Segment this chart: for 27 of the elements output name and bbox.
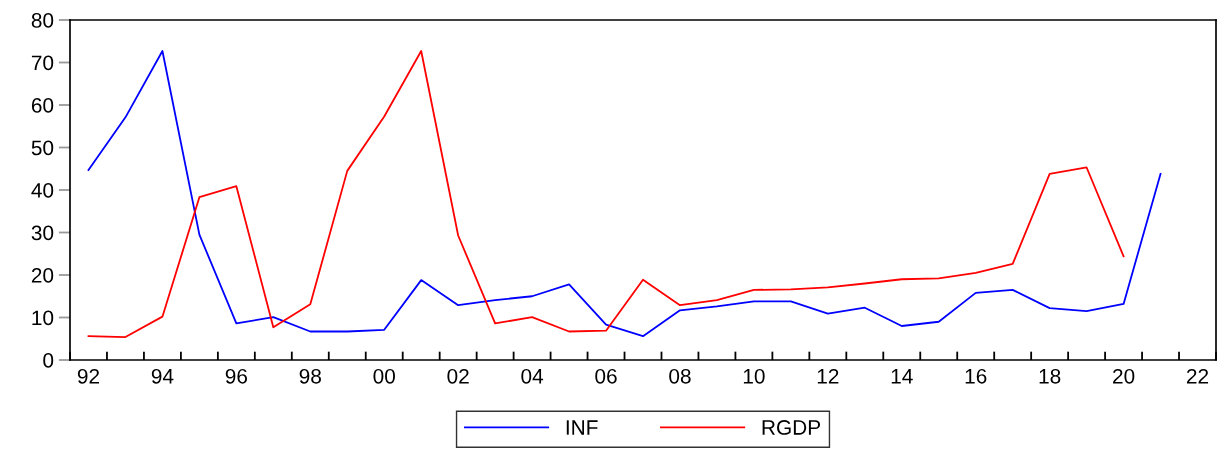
x-tick-label: 02: [447, 368, 469, 384]
x-tick-label: 20: [1113, 368, 1135, 384]
x-tick-label: 12: [817, 368, 839, 384]
x-tick-label: 18: [1039, 368, 1061, 384]
legend-label: RGDP: [762, 420, 821, 435]
y-tick-label: 40: [31, 183, 54, 198]
x-tick-label: 98: [299, 368, 321, 384]
x-tick-label: 10: [743, 368, 765, 384]
x-tick-label: 16: [965, 368, 987, 384]
x-tick-label: 00: [373, 368, 395, 384]
x-tick-label: 08: [669, 368, 691, 384]
legend-label: INF: [566, 420, 598, 435]
y-tick-label: 20: [31, 268, 54, 283]
y-tick-label: 30: [31, 225, 54, 241]
x-tick-label: 04: [521, 368, 544, 384]
y-tick-label: 10: [32, 310, 54, 326]
x-tick-label: 92: [77, 368, 100, 384]
y-tick-label: 70: [31, 55, 54, 71]
x-tick-label: 06: [595, 368, 617, 384]
y-tick-label: 80: [31, 13, 54, 28]
y-tick-label: 0: [43, 353, 54, 368]
y-tick-label: 60: [31, 98, 54, 113]
y-tick-label: 50: [31, 140, 54, 156]
x-tick-label: 96: [225, 368, 248, 384]
x-tick-label: 22: [1186, 368, 1209, 384]
x-tick-label: 94: [151, 368, 174, 384]
x-tick-label: 14: [891, 369, 913, 384]
